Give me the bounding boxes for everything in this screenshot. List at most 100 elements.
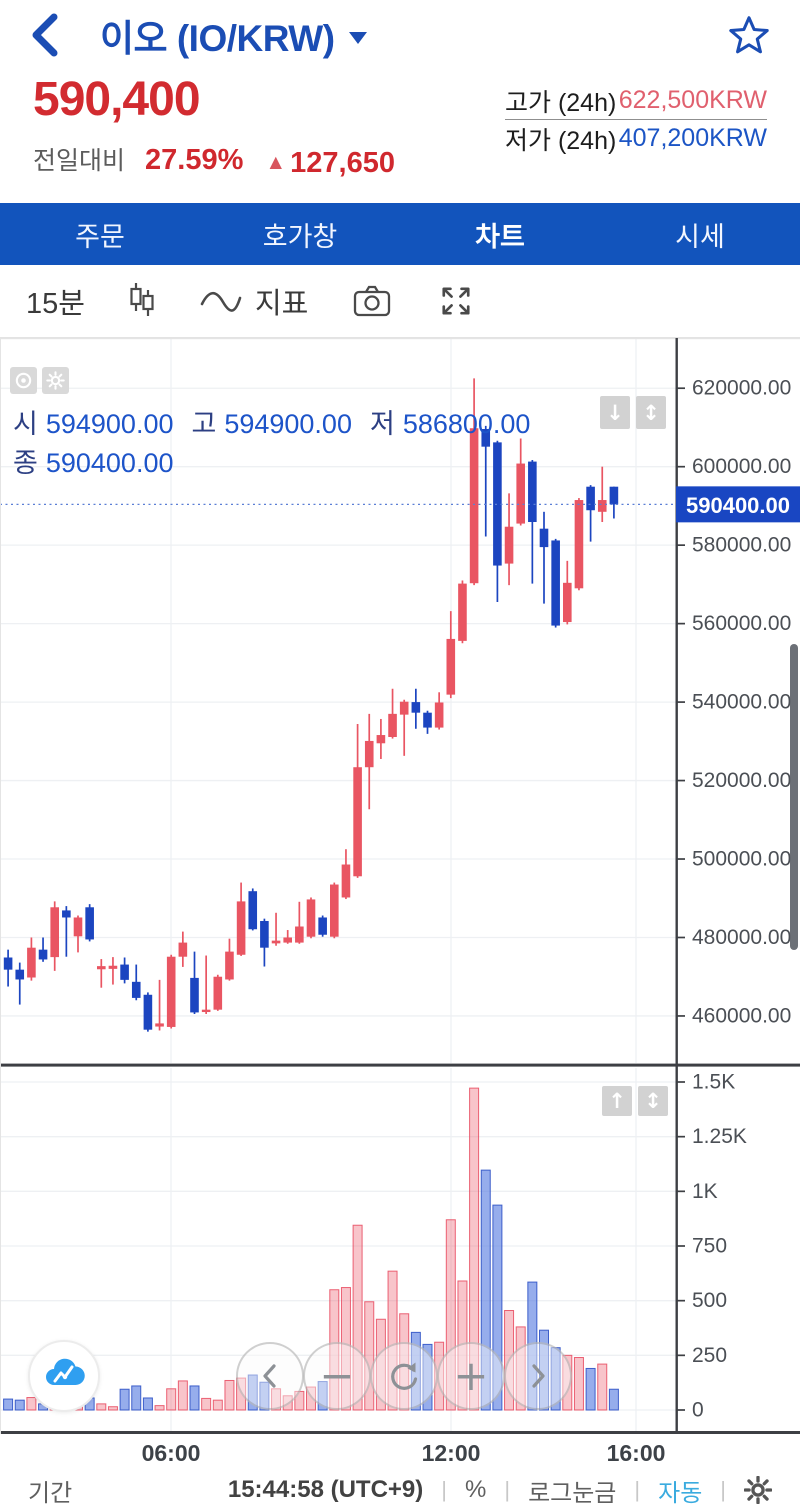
high-value: 622,500KRW: [618, 86, 767, 114]
arrow-up-icon: ↑: [608, 1089, 626, 1113]
high-value: 594900.00: [224, 409, 352, 439]
svg-text:250: 250: [692, 1344, 727, 1367]
high-label: 고가 (24h): [505, 88, 617, 117]
clock-text: 15:44:58 (UTC+9): [227, 1476, 424, 1503]
camera-icon: [354, 285, 391, 317]
gear-icon: [743, 1475, 773, 1505]
snapshot-button[interactable]: [352, 285, 392, 317]
svg-text:500: 500: [692, 1289, 727, 1312]
log-scale-toggle[interactable]: 로그눈금: [528, 1479, 617, 1507]
svg-text:590400.00: 590400.00: [686, 493, 790, 518]
chart-canvas[interactable]: 620000.00 600000.00 580000.00 560000.00 5400…: [0, 338, 800, 1438]
time-label: 12:00: [421, 1440, 481, 1466]
percent-toggle[interactable]: %: [465, 1476, 487, 1503]
chevron-down-icon: [348, 32, 367, 44]
svg-text:1.25K: 1.25K: [692, 1125, 747, 1148]
svg-text:1.5K: 1.5K: [692, 1071, 735, 1094]
svg-text:1K: 1K: [692, 1180, 718, 1203]
svg-text:560000.00: 560000.00: [692, 612, 791, 635]
change-label: 전일대비: [33, 147, 126, 175]
open-label: 시: [13, 409, 38, 439]
wave-icon: [200, 291, 242, 312]
svg-text:580000.00: 580000.00: [692, 534, 791, 557]
pan-right-button[interactable]: [504, 1342, 572, 1410]
change-percent: 27.59%: [145, 144, 244, 176]
tradingview-logo-button[interactable]: [28, 1340, 100, 1412]
change-amount-value: 127,650: [290, 146, 395, 179]
chevron-left-icon: [32, 13, 58, 57]
divider: |: [634, 1477, 641, 1502]
period-button[interactable]: 기간: [28, 1479, 73, 1507]
tab-price[interactable]: 시세: [675, 221, 725, 252]
low-value: 407,200KRW: [618, 124, 767, 152]
time-label: 16:00: [606, 1440, 666, 1466]
pan-left-button[interactable]: [236, 1342, 304, 1410]
low-value: 586800.00: [402, 409, 531, 439]
expand-arrows-icon: [442, 287, 470, 315]
symbol-selector[interactable]: 이오 (IO/KRW): [100, 8, 367, 62]
open-value: 594900.00: [45, 409, 174, 439]
plus-icon: +: [453, 1351, 489, 1400]
svg-text:460000.00: 460000.00: [692, 1004, 791, 1027]
divider: |: [504, 1477, 511, 1502]
high-label: 고: [191, 409, 217, 439]
scale-down-arrow-button[interactable]: ↓: [600, 396, 630, 429]
svg-text:620000.00: 620000.00: [692, 377, 791, 400]
change-row: 전일대비 27.59% ▲ 127,650: [33, 141, 395, 180]
interval-button[interactable]: 15분: [26, 280, 85, 322]
tab-order[interactable]: 주문: [75, 221, 125, 252]
indicator-button[interactable]: 지표: [199, 280, 308, 322]
scale-expand-button[interactable]: ↕: [636, 396, 666, 429]
star-icon: [729, 16, 769, 54]
auto-scale-toggle[interactable]: 자동: [658, 1479, 703, 1507]
price-scale-controls: ↓ ↕: [600, 396, 666, 429]
current-price: 590,400: [33, 73, 201, 126]
svg-text:0: 0: [692, 1399, 704, 1422]
interval-label: 15분: [26, 288, 85, 320]
close-value: 590400.00: [45, 448, 174, 478]
back-button[interactable]: [30, 13, 64, 57]
chart-area: 620000.00 600000.00 580000.00 560000.00 5400…: [0, 338, 800, 1438]
divider: |: [720, 1477, 726, 1502]
favorite-button[interactable]: [728, 14, 770, 56]
reset-chart-button[interactable]: [370, 1342, 438, 1410]
pane-visibility-button[interactable]: [10, 367, 37, 394]
low-row: 저가 (24h) 407,200KRW: [505, 120, 767, 157]
tab-bar: 주문 호가창 차트 시세: [0, 203, 800, 265]
change-amount: ▲ 127,650: [265, 147, 395, 180]
low-label: 저: [369, 409, 395, 439]
fullscreen-button[interactable]: [436, 281, 476, 321]
close-label: 종: [13, 448, 38, 478]
header: 이오 (IO/KRW): [0, 0, 800, 70]
reload-icon: [391, 1362, 418, 1390]
zoom-in-button[interactable]: +: [437, 1342, 505, 1410]
low-label: 저가 (24h): [505, 126, 617, 155]
ohlc-legend-line2: 종 590400.00: [13, 441, 191, 480]
volume-scale-expand-button[interactable]: ↕: [638, 1086, 668, 1116]
divider: [505, 119, 767, 120]
tab-orderbook[interactable]: 호가창: [262, 221, 338, 252]
indicator-label: 지표: [254, 288, 309, 320]
scrollbar[interactable]: [790, 644, 798, 950]
divider: |: [441, 1477, 447, 1502]
ohlc-legend-line1: 시 594900.00 고 594900.00 저 586800.00: [13, 402, 548, 441]
settings-gear-button[interactable]: [743, 1475, 773, 1505]
high-row: 고가 (24h) 622,500KRW: [505, 82, 767, 119]
time-label: 06:00: [141, 1440, 201, 1466]
zoom-out-button[interactable]: −: [303, 1342, 371, 1410]
svg-text:540000.00: 540000.00: [692, 691, 791, 714]
svg-text:480000.00: 480000.00: [692, 926, 791, 949]
volume-scale-up-button[interactable]: ↑: [602, 1086, 632, 1116]
up-triangle-icon: ▲: [265, 151, 287, 174]
chevron-right-icon: [532, 1364, 545, 1388]
candlestick-icon: [130, 283, 154, 316]
chart-toolbar: 15분 지표: [0, 265, 800, 338]
arrow-up-down-icon: ↕: [644, 1089, 662, 1113]
svg-text:520000.00: 520000.00: [692, 769, 791, 792]
candle-style-button[interactable]: [129, 282, 155, 320]
time-axis: 06:00 12:00 16:00: [0, 1438, 800, 1470]
pane-settings-button[interactable]: [42, 367, 69, 394]
page-title: 이오 (IO/KRW): [100, 18, 335, 59]
tab-chart[interactable]: 차트: [475, 221, 525, 252]
